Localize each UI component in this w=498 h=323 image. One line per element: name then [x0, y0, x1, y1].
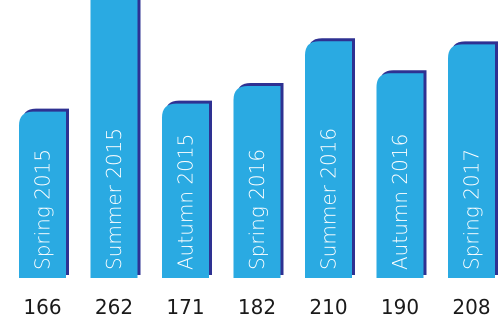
- bar: [305, 41, 352, 279]
- bar-value-label: 262: [95, 295, 133, 319]
- bar-category-label: Spring 2017: [460, 149, 484, 270]
- value-labels-group: 166 262 171 182 210 190 208: [23, 295, 490, 319]
- bar-value-label: 182: [238, 295, 276, 319]
- bar-category-label: Summer 2016: [317, 128, 341, 270]
- bar-category-label: Spring 2015: [31, 149, 55, 270]
- bars-group: Spring 2015 Summer 2015 Autumn 2015 Spring …: [19, 0, 498, 279]
- bar-value-label: 166: [23, 295, 61, 319]
- bar-category-label: Autumn 2015: [174, 134, 198, 270]
- bar: [376, 73, 424, 278]
- bar: [448, 44, 495, 279]
- bar: [233, 86, 281, 278]
- bar: [162, 103, 209, 278]
- bar-value-label: 171: [166, 295, 204, 319]
- bar-value-label: 190: [381, 295, 419, 319]
- bar-category-label: Autumn 2016: [388, 134, 412, 270]
- bar-category-label: Spring 2016: [245, 149, 269, 270]
- bar: [90, 0, 138, 278]
- bar-category-label: Summer 2015: [102, 128, 126, 270]
- bar-value-label: 208: [452, 295, 490, 319]
- bar-value-label: 210: [309, 295, 347, 319]
- bar: [19, 111, 66, 278]
